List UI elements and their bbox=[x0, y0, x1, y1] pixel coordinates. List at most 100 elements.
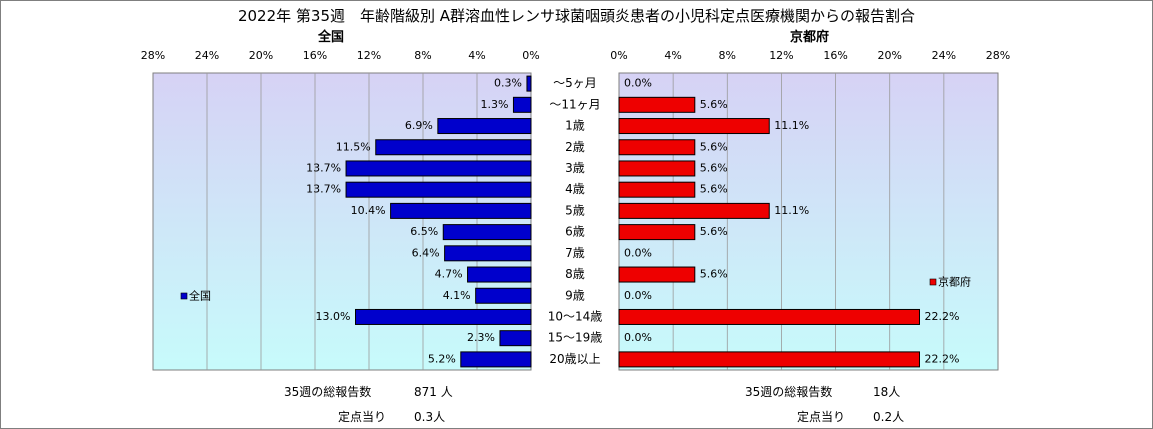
category-label: 9歳 bbox=[565, 288, 585, 302]
category-label: ～11ヶ月 bbox=[549, 97, 600, 111]
national-bar bbox=[526, 75, 532, 92]
kyoto-data-label: 5.6% bbox=[700, 161, 728, 174]
kyoto-bar bbox=[618, 351, 920, 368]
national-data-label: 4.1% bbox=[443, 289, 471, 302]
kyoto-bar bbox=[618, 308, 920, 325]
national-tick-label: 20% bbox=[249, 49, 273, 62]
national-tick-label: 16% bbox=[303, 49, 327, 62]
kyoto-tick-label: 12% bbox=[769, 49, 793, 62]
national-data-label: 0.3% bbox=[494, 77, 522, 90]
category-label: 20歳以上 bbox=[549, 352, 600, 366]
kyoto-bar bbox=[618, 160, 696, 177]
national-plot-area bbox=[152, 72, 532, 371]
national-per-label: 定点当り bbox=[338, 410, 387, 424]
category-label: 1歳 bbox=[565, 119, 585, 133]
kyoto-plot-area bbox=[618, 72, 999, 371]
kyoto-tick-label: 24% bbox=[932, 49, 956, 62]
national-total-label: 35週の総報告数 bbox=[284, 385, 372, 399]
chart-title: 2022年 第35週 年齢階級別 A群溶血性レンサ球菌咽頭炎患者の小児科定点医療… bbox=[237, 7, 916, 25]
kyoto-per-value: 0.2人 bbox=[873, 410, 905, 424]
national-bar bbox=[442, 224, 532, 241]
national-bar bbox=[512, 96, 532, 113]
kyoto-data-label: 5.6% bbox=[700, 268, 728, 281]
kyoto-data-label: 0.0% bbox=[624, 289, 652, 302]
national-bar bbox=[475, 287, 532, 304]
kyoto-bar bbox=[618, 224, 696, 241]
category-label: 15～19歳 bbox=[548, 331, 603, 345]
category-label: 6歳 bbox=[565, 225, 585, 239]
kyoto-tick-label: 20% bbox=[877, 49, 901, 62]
national-tick-label: 0% bbox=[522, 49, 539, 62]
national-bar bbox=[444, 245, 532, 262]
national-data-label: 6.5% bbox=[410, 225, 438, 238]
national-data-label: 13.7% bbox=[306, 183, 341, 196]
category-label: 5歳 bbox=[565, 203, 585, 217]
kyoto-bar bbox=[618, 139, 696, 156]
category-label: 7歳 bbox=[565, 246, 585, 260]
kyoto-data-label: 22.2% bbox=[924, 352, 959, 365]
national-data-label: 11.5% bbox=[336, 140, 371, 153]
national-legend-swatch bbox=[180, 292, 188, 300]
national-panel-title: 全国 bbox=[318, 30, 345, 45]
national-data-label: 1.3% bbox=[480, 98, 508, 111]
kyoto-data-label: 11.1% bbox=[774, 204, 809, 217]
kyoto-total-value: 18人 bbox=[873, 385, 901, 399]
national-legend-label: 全国 bbox=[189, 289, 211, 303]
kyoto-data-label: 5.6% bbox=[700, 98, 728, 111]
national-data-label: 6.4% bbox=[412, 246, 440, 259]
kyoto-data-label: 0.0% bbox=[624, 246, 652, 259]
kyoto-bar bbox=[618, 181, 696, 198]
kyoto-legend-swatch bbox=[929, 278, 937, 286]
national-bar bbox=[355, 308, 532, 325]
category-label: 8歳 bbox=[565, 267, 585, 281]
kyoto-data-label: 22.2% bbox=[924, 310, 959, 323]
kyoto-bar bbox=[618, 266, 696, 283]
national-per-value: 0.3人 bbox=[414, 410, 446, 424]
kyoto-total-label: 35週の総報告数 bbox=[745, 385, 833, 399]
kyoto-data-label: 0.0% bbox=[624, 331, 652, 344]
category-label: 10～14歳 bbox=[548, 309, 603, 323]
kyoto-tick-label: 16% bbox=[823, 49, 847, 62]
national-tick-label: 12% bbox=[357, 49, 381, 62]
national-bar bbox=[345, 160, 532, 177]
national-tick-label: 28% bbox=[141, 49, 165, 62]
kyoto-bar bbox=[618, 118, 770, 135]
category-label: 2歳 bbox=[565, 140, 585, 154]
kyoto-data-label: 11.1% bbox=[774, 119, 809, 132]
national-tick-label: 24% bbox=[195, 49, 219, 62]
national-bar bbox=[345, 181, 532, 198]
national-data-label: 13.0% bbox=[316, 310, 351, 323]
kyoto-tick-label: 0% bbox=[610, 49, 627, 62]
national-data-label: 10.4% bbox=[351, 204, 386, 217]
kyoto-data-label: 0.0% bbox=[624, 77, 652, 90]
kyoto-legend-label: 京都府 bbox=[938, 275, 971, 289]
kyoto-data-label: 5.6% bbox=[700, 183, 728, 196]
national-data-label: 6.9% bbox=[405, 119, 433, 132]
national-bar bbox=[467, 266, 532, 283]
kyoto-tick-label: 4% bbox=[664, 49, 681, 62]
national-data-label: 5.2% bbox=[428, 352, 456, 365]
category-label: 3歳 bbox=[565, 161, 585, 175]
national-tick-label: 4% bbox=[468, 49, 485, 62]
national-bar bbox=[460, 351, 532, 368]
category-label: 4歳 bbox=[565, 182, 585, 196]
kyoto-tick-label: 28% bbox=[986, 49, 1010, 62]
kyoto-bar bbox=[618, 96, 696, 113]
kyoto-per-label: 定点当り bbox=[797, 410, 846, 424]
kyoto-tick-label: 8% bbox=[719, 49, 736, 62]
national-data-label: 13.7% bbox=[306, 161, 341, 174]
kyoto-bar bbox=[618, 202, 770, 219]
national-bar bbox=[437, 118, 532, 135]
national-total-value: 871 人 bbox=[414, 385, 453, 399]
kyoto-data-label: 5.6% bbox=[700, 225, 728, 238]
category-label: ～5ヶ月 bbox=[553, 76, 597, 90]
national-bar bbox=[375, 139, 532, 156]
kyoto-data-label: 5.6% bbox=[700, 140, 728, 153]
national-data-label: 4.7% bbox=[435, 268, 463, 281]
national-bar bbox=[499, 330, 532, 347]
national-bar bbox=[390, 202, 532, 219]
national-tick-label: 8% bbox=[414, 49, 431, 62]
kyoto-panel-title: 京都府 bbox=[790, 30, 830, 45]
